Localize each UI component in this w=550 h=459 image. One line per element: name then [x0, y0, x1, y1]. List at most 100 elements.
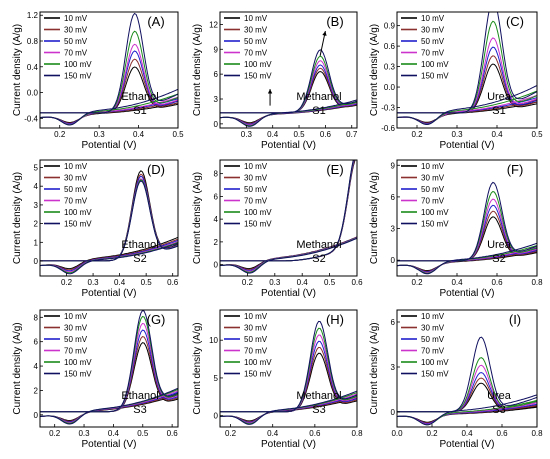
panel-label: (I) [509, 312, 521, 327]
legend-entry: 100 mV [421, 208, 449, 217]
legend-entry: 150 mV [64, 72, 92, 81]
y-tick-label: 0 [214, 412, 219, 421]
plot-frame [39, 11, 179, 129]
y-tick-label: 0.8 [27, 37, 39, 46]
x-tick-label: 0.8 [531, 429, 543, 438]
panel-d: 0.2 0.3 0.4 0.5 0.6 0 1 2 3 4 5 Potential (V) Curren… [12, 159, 179, 299]
legend-entry: 30 mV [64, 174, 88, 183]
series-150-mV [397, 12, 537, 126]
y-tick-label: 4 [34, 362, 39, 371]
y-tick-label: 0 [34, 411, 39, 420]
x-tick-label: 0.5 [531, 130, 543, 139]
legend-entry: 70 mV [244, 49, 268, 58]
series-100-mV [40, 315, 178, 424]
y-tick-label: 2 [214, 238, 219, 247]
curves [220, 320, 357, 425]
legend: 10 mV 30 mV 50 mV 70 mV 100 mV 150 mV [401, 14, 449, 81]
y-tick-label: 0.0 [27, 89, 39, 98]
legend-entry: 150 mV [244, 220, 272, 229]
x-tick-label: 0.4 [267, 429, 279, 438]
x-tick-label: 0.2 [411, 278, 423, 287]
legend-entry: 70 mV [64, 49, 88, 58]
analyte-label: Ethanol [121, 91, 158, 103]
y-tick-label: 0.0 [384, 83, 396, 92]
legend: 10 mV 30 mV 50 mV 70 mV 100 mV 150 mV [401, 312, 449, 379]
y-tick-label: 0 [391, 408, 396, 417]
x-tick-label: 0.4 [108, 429, 120, 438]
panel-label: (C) [506, 14, 524, 29]
x-tick-label: 0.5 [324, 278, 336, 287]
legend-entry: 10 mV [244, 14, 268, 23]
curves [220, 49, 357, 127]
y-tick-label: 6 [34, 338, 39, 347]
legend: 10 mV 30 mV 50 mV 70 mV 100 mV 150 mV [44, 162, 92, 229]
x-tick-label: 0.4 [451, 278, 463, 287]
legend-entry: 100 mV [64, 208, 92, 217]
analyte-label: Methanol [296, 390, 341, 402]
analyte-label: Urea [487, 239, 512, 251]
scan-rate-arrows [267, 30, 327, 106]
y-tick-label: 3 [34, 201, 39, 210]
legend-entry: 100 mV [244, 60, 272, 69]
series-10-mV [397, 63, 537, 123]
x-tick-label: 0.4 [461, 429, 473, 438]
x-tick-label: 0.2 [49, 429, 61, 438]
curves [397, 336, 537, 426]
x-tick-label: 0.4 [133, 130, 145, 139]
y-tick-label: 0 [34, 257, 39, 266]
series-30-mV [220, 346, 357, 423]
y-tick-label: 3 [391, 225, 396, 234]
legend-entry: 30 mV [421, 26, 445, 35]
legend-entry: 70 mV [244, 197, 268, 206]
legend-entry: 10 mV [244, 312, 268, 321]
panel-label: (G) [147, 312, 166, 327]
y-tick-label: 4 [214, 215, 219, 224]
sample-label: S2 [133, 253, 146, 265]
y-tick-label: 6 [214, 192, 219, 201]
y-tick-label: 12 [209, 20, 218, 29]
y-tick-label: 9 [391, 161, 396, 170]
x-tick-label: 0.0 [391, 429, 403, 438]
legend-entry: 30 mV [244, 324, 268, 333]
panel-label: (A) [147, 14, 164, 29]
series-10-mV [220, 352, 357, 422]
series-50-mV [220, 340, 357, 423]
y-tick-label: 5 [214, 374, 219, 383]
sample-label: S1 [133, 105, 146, 117]
x-axis-label: Potential (V) [439, 140, 494, 151]
x-axis-label: Potential (V) [81, 288, 136, 299]
plot-frame [396, 11, 538, 129]
panel-f: 0.2 0.4 0.6 0.8 0 3 6 9 Potential (V) Current den… [369, 159, 543, 299]
legend-entry: 50 mV [244, 37, 268, 46]
series-50-mV [397, 204, 537, 273]
x-tick-label: 0.2 [54, 130, 66, 139]
legend-entry: 10 mV [64, 162, 88, 171]
legend: 10 mV 30 mV 50 mV 70 mV 100 mV 150 mV [224, 312, 272, 379]
y-tick-label: 8 [34, 313, 39, 322]
x-tick-label: 0.3 [78, 429, 90, 438]
y-tick-label: 1 [34, 238, 39, 247]
series-100-mV [397, 20, 537, 125]
analyte-label: Ethanol [121, 239, 158, 251]
legend-entry: 50 mV [244, 335, 268, 344]
panel-a: 0.2 0.3 0.4 0.5 -0.4 0.0 0.4 0.8 1.2 Potential (V… [12, 11, 184, 151]
panel-label: (B) [326, 14, 343, 29]
legend-entry: 50 mV [64, 335, 88, 344]
panel-label: (D) [147, 162, 165, 177]
panel-e: 0.2 0.3 0.4 0.5 0.6 0 2 4 6 8 Potential (V) Current… [192, 159, 363, 299]
x-tick-label: 0.8 [531, 278, 543, 287]
legend-entry: 150 mV [64, 220, 92, 229]
legend: 10 mV 30 mV 50 mV 70 mV 100 mV 150 mV [44, 312, 92, 379]
x-axis-label: Potential (V) [261, 439, 316, 450]
legend-entry: 150 mV [421, 220, 449, 229]
y-tick-label: 9 [214, 45, 219, 54]
x-tick-label: 0.6 [320, 130, 332, 139]
curves [397, 181, 537, 275]
x-tick-label: 0.2 [411, 130, 423, 139]
x-tick-label: 0.5 [172, 130, 184, 139]
legend-entry: 70 mV [64, 197, 88, 206]
sample-label: S3 [492, 404, 505, 416]
x-tick-label: 0.4 [114, 278, 126, 287]
panel-i: 0.0 0.2 0.4 0.6 0.8 0 3 6 Potential (V) Current d… [369, 309, 543, 450]
series-70-mV [220, 334, 357, 424]
